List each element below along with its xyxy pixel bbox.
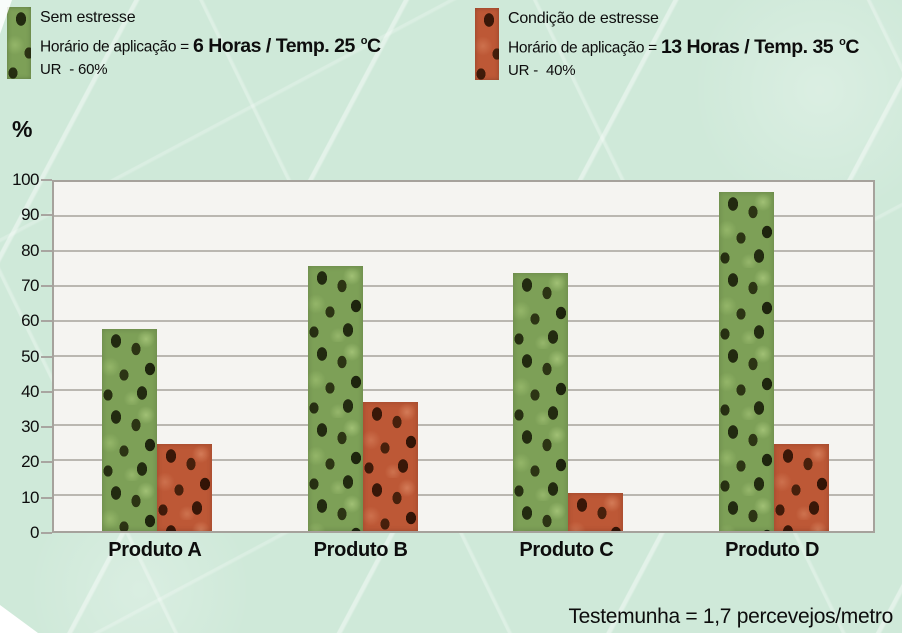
y-tick-70: 70 xyxy=(21,276,52,296)
y-tick-label: 50 xyxy=(21,346,39,366)
legend-sem-estresse-text: Sem estresse Horário de aplicação = 6 Ho… xyxy=(40,7,381,79)
y-axis-title: % xyxy=(12,116,33,142)
y-axis: 0 10 20 30 40 50 60 70 80 90 100 xyxy=(0,170,52,542)
legend-swatch-green-bugs xyxy=(7,7,31,79)
gridline-80 xyxy=(54,249,873,252)
gridline-70 xyxy=(54,284,873,287)
y-tick-mark xyxy=(41,355,52,358)
y-tick-mark xyxy=(41,532,52,534)
y-tick-50: 50 xyxy=(21,347,52,367)
legend-application-line: Horário de aplicação = 13 Horas / Temp. … xyxy=(508,35,859,58)
y-tick-30: 30 xyxy=(21,417,52,437)
legend-condicao-estresse-text: Condição de estresse Horário de aplicaçã… xyxy=(508,8,859,80)
y-tick-mark xyxy=(41,426,52,429)
y-tick-0: 0 xyxy=(30,523,52,543)
y-tick-mark xyxy=(41,179,52,181)
legend-humidity: UR - 40% xyxy=(508,61,576,79)
gridline-20 xyxy=(54,459,873,462)
gridline-10 xyxy=(54,494,873,497)
y-tick-40: 40 xyxy=(21,382,52,402)
y-tick-mark xyxy=(41,284,52,287)
y-tick-10: 10 xyxy=(21,488,52,508)
legend-sem-estresse: Sem estresse Horário de aplicação = 6 Ho… xyxy=(7,7,381,79)
x-label-produto-d: Produto D xyxy=(725,539,820,561)
y-tick-mark xyxy=(41,249,52,252)
y-tick-mark xyxy=(41,214,52,217)
legend-title: Condição de estresse xyxy=(508,10,659,27)
y-tick-label: 100 xyxy=(12,170,39,189)
x-label-produto-b: Produto B xyxy=(313,539,408,561)
y-tick-label: 0 xyxy=(30,523,39,542)
x-label-produto-a: Produto A xyxy=(108,539,202,561)
y-tick-90: 90 xyxy=(21,205,52,225)
bar-sem-estresse-produto-d xyxy=(719,192,775,531)
legend-swatch-red-bugs xyxy=(475,8,499,80)
plot-area xyxy=(52,180,875,533)
bar-sem-estresse-produto-c xyxy=(513,272,569,531)
legend-title: Sem estresse xyxy=(40,9,136,26)
bar-condicao-estresse-produto-b xyxy=(362,401,418,531)
bar-condicao-estresse-produto-d xyxy=(774,443,830,531)
footer-note: Testemunha = 1,7 percevejos/metro xyxy=(568,605,893,628)
gridline-90 xyxy=(54,214,873,217)
y-tick-mark xyxy=(41,390,52,393)
y-tick-mark xyxy=(41,461,52,464)
y-tick-80: 80 xyxy=(21,241,52,261)
y-tick-label: 10 xyxy=(21,487,39,507)
bar-sem-estresse-produto-a xyxy=(101,328,157,531)
y-tick-mark xyxy=(41,496,52,499)
legend-humidity: UR - 60% xyxy=(40,60,108,78)
y-tick-20: 20 xyxy=(21,452,52,472)
y-tick-60: 60 xyxy=(21,311,52,331)
legend-application-line: Horário de aplicação = 6 Horas / Temp. 2… xyxy=(40,34,381,57)
y-tick-100: 100 xyxy=(12,170,52,190)
bar-condicao-estresse-produto-c xyxy=(568,492,624,531)
x-label-produto-c: Produto C xyxy=(519,539,614,561)
y-tick-label: 80 xyxy=(21,240,39,260)
y-tick-label: 20 xyxy=(21,452,39,472)
y-tick-label: 70 xyxy=(21,275,39,295)
gridline-60 xyxy=(54,319,873,322)
bar-sem-estresse-produto-b xyxy=(307,265,363,531)
gridline-40 xyxy=(54,389,873,392)
bar-condicao-estresse-produto-a xyxy=(156,443,212,531)
gridline-50 xyxy=(54,354,873,357)
degree-symbol: o xyxy=(839,36,846,48)
y-tick-label: 40 xyxy=(21,381,39,401)
gridline-30 xyxy=(54,424,873,427)
y-tick-mark xyxy=(41,320,52,323)
degree-symbol: o xyxy=(360,35,368,47)
y-tick-label: 60 xyxy=(21,311,39,331)
y-tick-label: 90 xyxy=(21,205,39,225)
scan-corner-artifact xyxy=(0,605,38,633)
legend-condicao-estresse: Condição de estresse Horário de aplicaçã… xyxy=(475,8,859,80)
y-tick-label: 30 xyxy=(21,417,39,437)
